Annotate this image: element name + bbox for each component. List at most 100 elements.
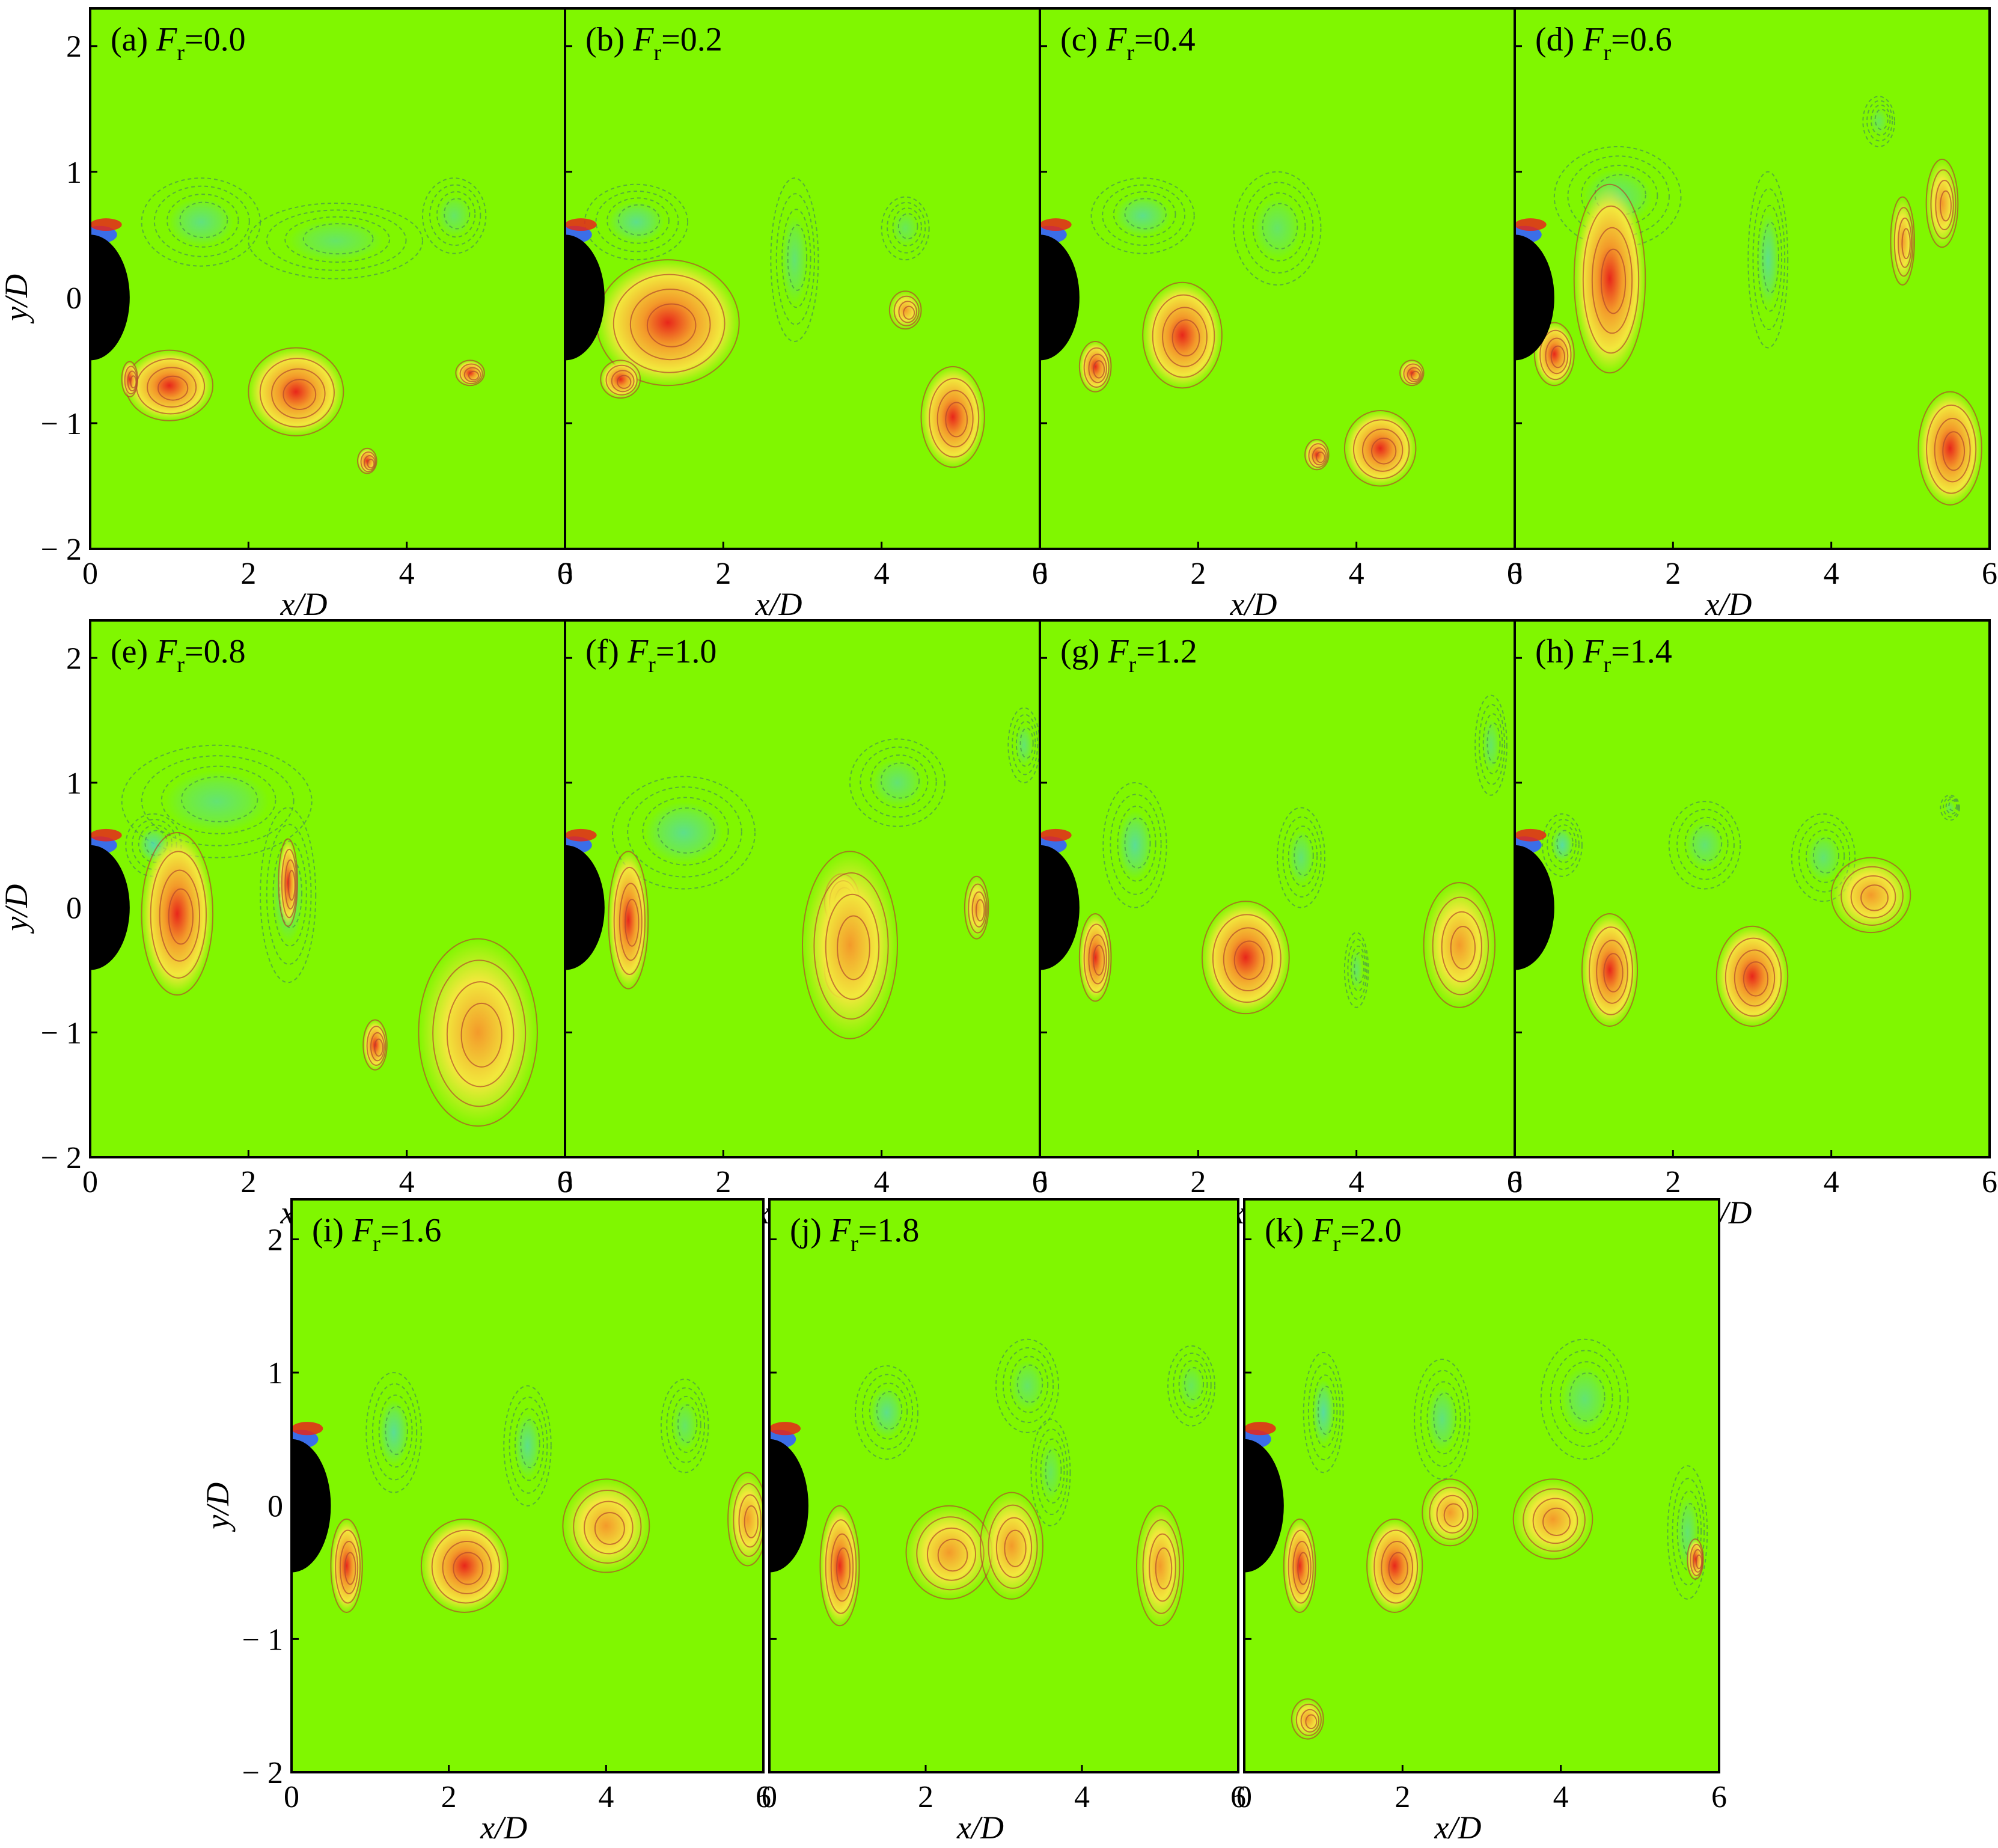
y-tick-label: − 1	[41, 407, 82, 441]
y-tick-label: 1	[267, 1356, 283, 1391]
panel-frame	[768, 1198, 1239, 1773]
negative-vortex	[1277, 807, 1325, 908]
positive-vortex	[1715, 925, 1789, 1027]
positive-vortex	[420, 1518, 509, 1614]
panel-sub: r	[177, 40, 185, 66]
panel-frame	[1514, 7, 1991, 550]
negative-vortex	[1474, 694, 1508, 796]
panel-title: (k) Fr=2.0	[1265, 1212, 1402, 1256]
positive-vortex	[125, 349, 214, 421]
negative-vortex	[612, 776, 756, 890]
negative-vortex	[855, 1365, 918, 1460]
x-tick-label: 2	[1395, 1780, 1410, 1814]
x-axis-label: x/D	[755, 586, 802, 622]
x-tick-label: 6	[557, 1165, 573, 1199]
negative-vortex	[660, 1378, 709, 1473]
panel-tag: (f)	[585, 633, 628, 670]
y-tick-label: − 2	[242, 1756, 283, 1790]
x-axis-label: x/D	[280, 586, 328, 622]
panel-value: =1.0	[656, 633, 717, 670]
panel-tag: (e)	[111, 633, 156, 670]
panel-var: F	[156, 21, 177, 58]
positive-vortex	[1078, 341, 1112, 393]
panel-title: (g) Fr=1.2	[1060, 633, 1197, 678]
y-tick-label: − 1	[41, 1016, 82, 1050]
panel-background	[1244, 1199, 1719, 1772]
panel-var: F	[1107, 633, 1129, 670]
panel-background	[292, 1199, 763, 1772]
panel-title: (e) Fr=0.8	[111, 633, 246, 678]
panel-tag: (h)	[1535, 633, 1583, 670]
cylinder	[90, 234, 130, 361]
y-tick-label: − 1	[242, 1623, 283, 1657]
panel-background	[1040, 8, 1515, 549]
panel-value: =2.0	[1340, 1212, 1402, 1249]
panel-var: F	[1105, 21, 1127, 58]
positive-vortex	[141, 832, 214, 996]
positive-vortex	[920, 366, 985, 468]
x-axis-label: x/D	[480, 1810, 527, 1846]
positive-vortex	[1925, 158, 1959, 248]
cylinder	[565, 234, 605, 361]
positive-vortex	[1304, 439, 1330, 471]
panel-value: =1.8	[858, 1212, 920, 1249]
panel-tag: (c)	[1060, 21, 1106, 58]
panel-k: 0 2 4 6 x/D (k) Fr=2.0	[1236, 1198, 1727, 1846]
positive-vortex	[888, 290, 922, 330]
positive-vortex	[1201, 901, 1290, 1015]
x-tick-label: 0	[1032, 1165, 1048, 1199]
panel-value: =0.6	[1611, 21, 1672, 58]
x-tick-label: 0	[1507, 1165, 1523, 1199]
panel-sub: r	[1604, 40, 1612, 66]
positive-vortex	[727, 1472, 763, 1567]
positive-vortex	[819, 1505, 860, 1627]
panel-title: (j) Fr=1.8	[790, 1212, 919, 1256]
positive-vortex	[1581, 913, 1639, 1027]
panel-value: =0.0	[185, 21, 246, 58]
positive-vortex	[905, 1505, 993, 1600]
y-tick-label: 1	[66, 766, 82, 801]
panel-frame	[290, 1198, 765, 1773]
cylinder	[1040, 845, 1080, 970]
x-axis-label: x/D	[1705, 586, 1752, 622]
negative-vortex	[1668, 801, 1741, 890]
negative-vortex	[1940, 794, 1960, 821]
cylinder	[1515, 234, 1554, 361]
y-tick-label: 2	[66, 641, 82, 676]
x-tick-label: 2	[240, 557, 256, 591]
x-tick-label: 0	[1236, 1780, 1252, 1814]
panel-tag: (k)	[1265, 1212, 1312, 1249]
x-tick-label: 2	[240, 1165, 256, 1199]
panel-var: F	[156, 633, 177, 670]
x-tick-label: 6	[1032, 1165, 1048, 1199]
y-axis-label: y/D	[0, 884, 34, 934]
positive-vortex	[1291, 1698, 1324, 1740]
negative-vortex	[1090, 177, 1195, 254]
positive-vortex	[455, 360, 485, 387]
x-tick-label: 6	[1032, 557, 1048, 591]
panel-var: F	[829, 1212, 851, 1249]
panel-value: =1.4	[1611, 633, 1672, 670]
x-axis-label: x/D	[1434, 1810, 1482, 1846]
x-tick-label: 4	[1824, 1165, 1839, 1199]
positive-vortex	[121, 361, 138, 398]
panel-b: 0 2 4 6 x/D (b) Fr=0.2	[557, 7, 1048, 622]
x-tick-label: 4	[399, 1165, 415, 1199]
negative-vortex	[1414, 1358, 1471, 1480]
x-axis-label: x/D	[1230, 586, 1277, 622]
positive-vortex	[608, 851, 649, 990]
negative-vortex	[248, 203, 424, 280]
negative-vortex	[1747, 171, 1789, 349]
y-axis-label: y/D	[0, 274, 34, 324]
positive-vortex	[1830, 857, 1911, 934]
panel-var: F	[1582, 21, 1604, 58]
positive-vortex	[330, 1518, 363, 1614]
positive-vortex	[1423, 882, 1496, 1008]
positive-vortex	[596, 259, 740, 387]
negative-vortex	[770, 177, 819, 343]
negative-vortex	[1167, 1345, 1215, 1427]
negative-vortex	[1540, 1338, 1629, 1460]
